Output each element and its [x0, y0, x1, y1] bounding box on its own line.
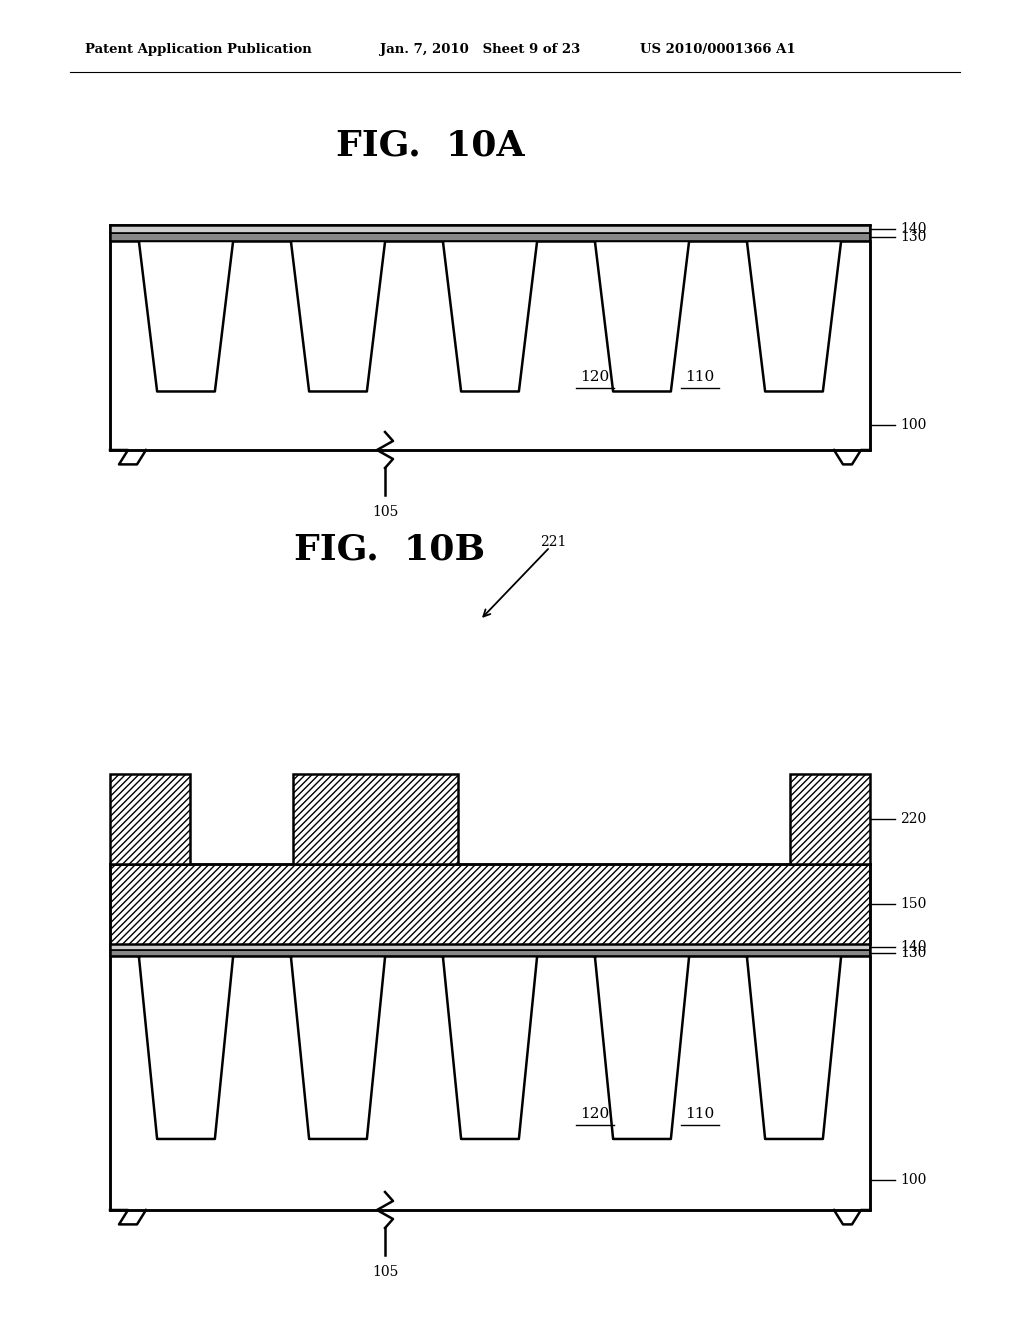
Polygon shape	[442, 242, 538, 392]
Polygon shape	[442, 956, 538, 1139]
Polygon shape	[139, 956, 233, 1139]
Bar	[110, 956, 870, 1210]
Text: 120: 120	[581, 370, 609, 384]
Polygon shape	[595, 956, 689, 1139]
Text: 150: 150	[900, 898, 927, 911]
Text: 140: 140	[900, 940, 927, 954]
Text: Jan. 7, 2010   Sheet 9 of 23: Jan. 7, 2010 Sheet 9 of 23	[380, 44, 581, 57]
Text: 120: 120	[581, 1106, 609, 1121]
Text: 100: 100	[900, 1172, 927, 1187]
Polygon shape	[291, 956, 385, 1139]
Text: 221: 221	[540, 535, 566, 549]
Polygon shape	[139, 242, 233, 392]
Bar	[110, 224, 870, 234]
Text: 105: 105	[372, 506, 398, 519]
Bar	[110, 775, 190, 865]
Polygon shape	[595, 242, 689, 392]
Bar	[110, 234, 870, 242]
Text: 220: 220	[900, 812, 927, 826]
Text: FIG.  10B: FIG. 10B	[295, 533, 485, 568]
Bar	[110, 950, 870, 956]
Text: 100: 100	[900, 418, 927, 432]
Text: 105: 105	[372, 1265, 398, 1279]
Text: 140: 140	[900, 222, 927, 236]
Bar	[110, 944, 870, 950]
Text: 110: 110	[685, 370, 715, 384]
Polygon shape	[746, 956, 841, 1139]
Polygon shape	[746, 242, 841, 392]
Bar	[110, 865, 870, 944]
Bar	[110, 242, 870, 450]
Text: 130: 130	[900, 230, 927, 244]
Text: 110: 110	[685, 1106, 715, 1121]
Text: FIG.  10A: FIG. 10A	[336, 128, 524, 162]
Bar	[790, 775, 870, 865]
Bar	[293, 775, 458, 865]
Polygon shape	[291, 242, 385, 392]
Text: 130: 130	[900, 946, 927, 961]
Text: US 2010/0001366 A1: US 2010/0001366 A1	[640, 44, 796, 57]
Text: Patent Application Publication: Patent Application Publication	[85, 44, 311, 57]
